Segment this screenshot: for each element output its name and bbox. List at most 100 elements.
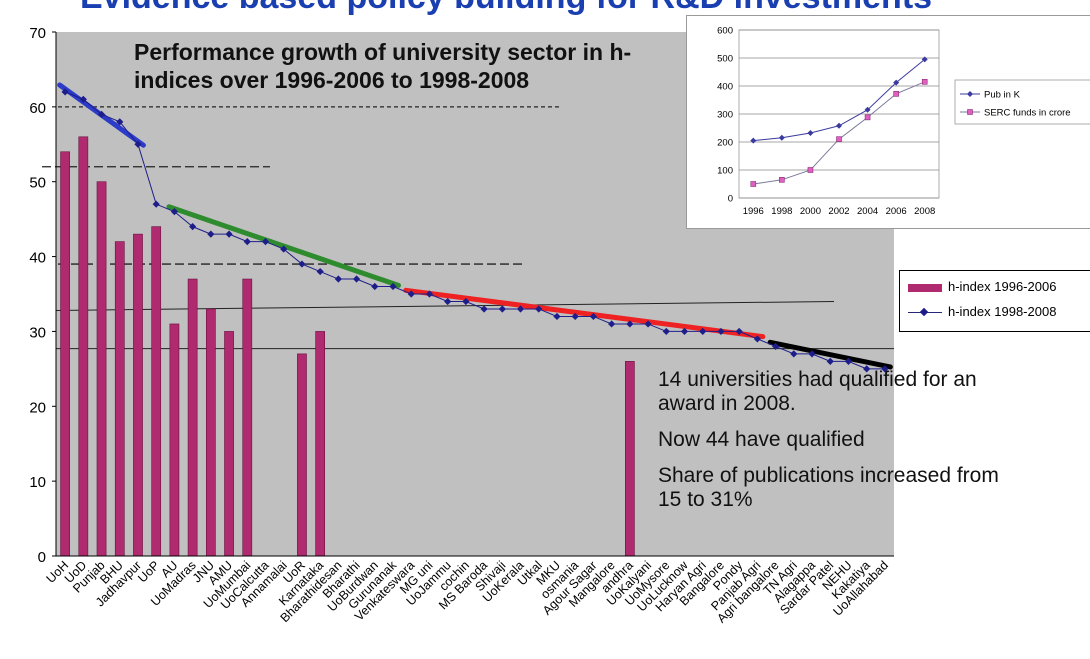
inset-point-pub <box>864 106 871 113</box>
inset-point-pub <box>750 137 757 144</box>
inset-x-tick-label: 1996 <box>743 206 764 217</box>
trend-line-black <box>767 339 893 370</box>
line-point <box>298 260 306 268</box>
inset-y-tick-label: 200 <box>717 138 733 149</box>
slide-title: Evidence based policy building for R&D i… <box>80 0 932 17</box>
bar <box>205 308 216 557</box>
inset-point-serc <box>921 78 928 85</box>
inset-y-tick-label: 600 <box>717 26 733 37</box>
line-point <box>116 118 124 126</box>
bar <box>78 136 89 557</box>
line-point <box>553 312 561 321</box>
bar <box>151 226 162 557</box>
line-point <box>699 327 707 336</box>
line-point <box>498 305 506 313</box>
inset-point-pub <box>807 130 814 137</box>
inset-point-pub <box>893 79 900 86</box>
line-point <box>680 327 689 336</box>
line-point <box>407 290 415 298</box>
y-tick-label: 40 <box>29 250 46 267</box>
legend-item-line: h-index 1998-2008 <box>908 304 1056 320</box>
bar <box>114 241 125 557</box>
inset-point-serc <box>836 136 842 142</box>
y-tick-label: 70 <box>29 25 46 42</box>
bar <box>169 323 180 557</box>
line-point <box>735 327 743 336</box>
inset-point-serc <box>750 181 757 187</box>
line-point <box>535 305 543 313</box>
inset-point-serc <box>893 91 899 97</box>
bars-series <box>60 136 635 557</box>
main-legend: h-index 1996-2006 h-index 1998-2008 <box>899 270 1090 332</box>
line-point <box>371 282 379 291</box>
line-point <box>207 230 215 238</box>
line-point <box>790 350 798 358</box>
y-tick-label: 0 <box>38 549 46 566</box>
bar <box>624 361 635 557</box>
bar <box>187 278 198 557</box>
inset-x-tick-label: 2000 <box>800 206 821 217</box>
line-series <box>61 88 889 373</box>
y-tick-label: 30 <box>29 324 46 341</box>
inset-point-pub <box>836 122 842 129</box>
inset-x-tick-label: 2004 <box>857 206 878 217</box>
bar <box>297 353 307 557</box>
line-point <box>626 320 634 328</box>
line-point <box>444 297 452 306</box>
line-point <box>352 275 361 283</box>
inset-x-tick-label: 2008 <box>914 206 935 217</box>
bar <box>96 181 107 557</box>
inset-y-tick-label: 100 <box>717 166 733 177</box>
line-point <box>571 312 579 321</box>
line-point <box>152 200 160 208</box>
line-point <box>97 110 106 118</box>
line-point <box>881 365 889 373</box>
line-point <box>61 88 69 96</box>
line-point <box>225 230 233 238</box>
y-tick-label: 20 <box>29 399 46 416</box>
inset-y-tick-label: 500 <box>717 54 733 65</box>
inset-point-pub <box>921 56 928 63</box>
line-point <box>243 238 251 246</box>
line-point <box>644 320 652 328</box>
x-axis: UoHUoDPunjabBHUJadhavpurUoPAUUoMadrasJNU… <box>44 555 894 626</box>
inset-legend-box <box>954 79 1090 125</box>
inset-legend-label: Pub in K <box>984 90 1021 101</box>
line-point <box>717 327 725 336</box>
inset-x-tick-label: 2006 <box>886 206 907 217</box>
inset-x-tick-label: 1998 <box>771 206 792 217</box>
line-point <box>389 282 397 291</box>
annotation-block: 14 universities had qualified for an awa… <box>658 368 1018 524</box>
inset-y-tick-label: 300 <box>717 110 733 121</box>
bar <box>224 331 234 557</box>
line-point <box>425 290 434 298</box>
bar <box>60 151 70 557</box>
inset-y-tick-label: 400 <box>717 82 733 93</box>
line-point <box>480 305 488 313</box>
inset-legend-marker <box>967 109 973 115</box>
bar <box>133 233 143 557</box>
y-tick-label: 10 <box>29 474 46 491</box>
inset-lines <box>750 56 928 187</box>
line-point <box>134 140 142 148</box>
bar <box>315 331 326 557</box>
legend-bar-label: h-index 1996-2006 <box>948 279 1057 294</box>
line-point <box>863 365 871 373</box>
line-point <box>753 335 761 343</box>
y-tick-label: 60 <box>29 100 46 117</box>
line-point <box>79 95 87 103</box>
inset-axes: 0 100 200 300 400 500 600 1996 1998 2000 2002 2004 2… <box>717 26 935 218</box>
legend-line-swatch <box>908 308 942 318</box>
line-point <box>334 275 342 283</box>
inset-legend-label: SERC funds in crore <box>984 108 1071 119</box>
baseline-line <box>55 300 835 311</box>
line-point <box>826 357 834 365</box>
bar <box>242 278 253 557</box>
h-index-line <box>64 91 885 370</box>
line-point <box>316 267 324 276</box>
share-text: Share of publications increased from 15 … <box>658 464 999 511</box>
inset-x-tick-label: 2002 <box>828 206 849 217</box>
line-point <box>608 320 616 328</box>
line-point <box>516 305 525 313</box>
line-point <box>462 297 470 306</box>
